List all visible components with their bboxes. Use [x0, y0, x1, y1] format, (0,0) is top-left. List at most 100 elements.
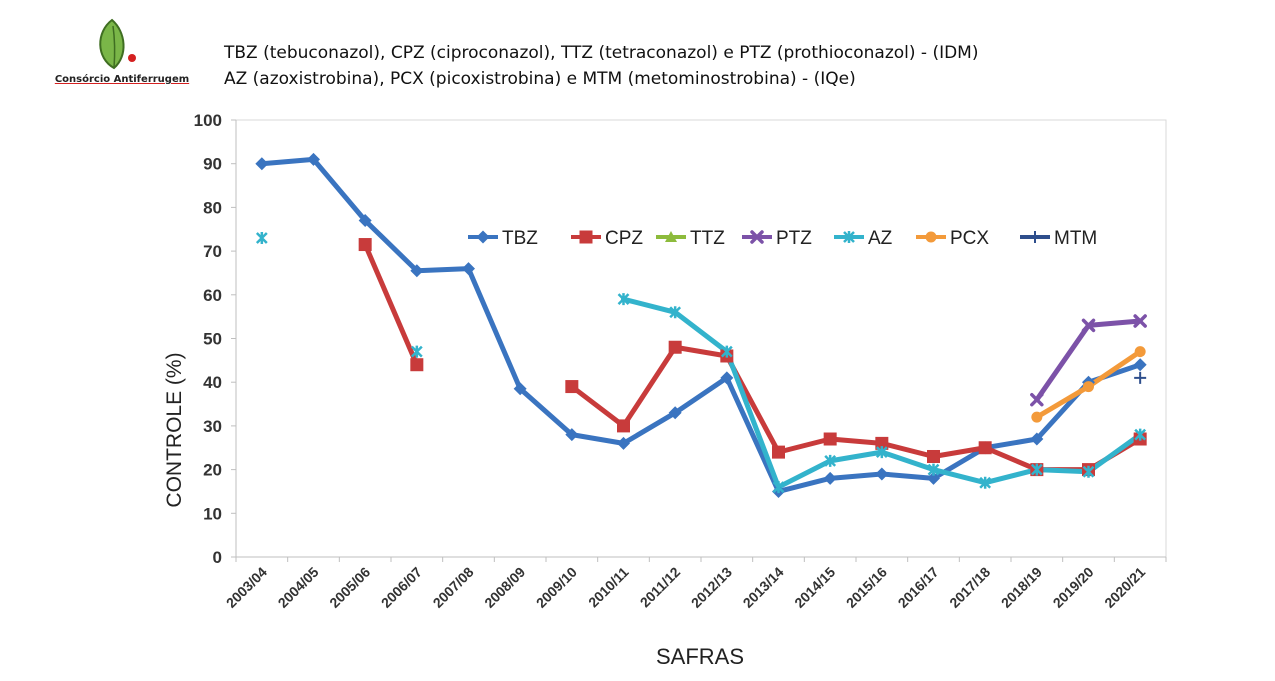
chart-title: TBZ (tebuconazol), CPZ (ciproconazol), T… [224, 40, 978, 92]
data-point-tbz [875, 467, 889, 481]
data-point-az [1030, 463, 1043, 476]
data-point-tbz [410, 264, 424, 278]
data-point-pcx [1031, 411, 1043, 423]
legend-label-az: AZ [868, 228, 893, 249]
x-tick-label: 2011/12 [637, 564, 684, 611]
data-point-cpz [823, 432, 837, 446]
y-tick-label: 20 [203, 461, 222, 480]
x-tick-label: 2005/06 [326, 564, 373, 611]
data-point-cpz [617, 419, 630, 433]
data-point-az [720, 345, 733, 358]
data-point-cpz [410, 358, 424, 372]
data-point-tbz [307, 152, 320, 166]
legend-label-pcx: PCX [950, 228, 989, 249]
data-point-cpz [978, 441, 992, 455]
y-tick-label: 30 [203, 417, 222, 436]
data-point-tbz [255, 157, 269, 171]
legend-marker-ttz [665, 231, 677, 242]
title-line-1: TBZ (tebuconazol), CPZ (ciproconazol), T… [224, 43, 979, 63]
data-point-az [1082, 465, 1095, 478]
chart-axes: 0 10 20 30 40 50 60 70 80 90 100 2003/04 2004/05 2005… [194, 111, 1167, 611]
data-point-tbz [927, 471, 940, 485]
legend-marker-ptz [750, 230, 764, 244]
data-point-cpz [565, 380, 579, 394]
data-point-az [824, 454, 837, 467]
legend-label-mtm: MTM [1054, 228, 1097, 249]
data-point-tbz [823, 471, 837, 485]
series-line-cpz [362, 242, 420, 368]
x-tick-label: 2014/15 [791, 564, 838, 611]
series-line-tbz [259, 156, 1143, 494]
y-tick-label: 50 [203, 330, 222, 349]
data-point-tbz [668, 406, 682, 420]
data-point-cpz [772, 445, 785, 459]
data-point-tbz [617, 436, 630, 450]
x-tick-label: 2017/18 [946, 564, 993, 611]
x-tick-label: 2007/08 [430, 564, 477, 611]
x-tick-label: 2018/19 [998, 564, 1045, 611]
series-lines [259, 156, 1143, 494]
data-point-tbz [462, 262, 475, 276]
data-point-az [772, 481, 785, 494]
title-line-2: AZ (azoxistrobina), PCX (picoxistrobina)… [224, 69, 856, 89]
legend-marker-mtm [1029, 231, 1041, 243]
data-point-cpz [927, 449, 940, 463]
y-tick-label: 90 [203, 155, 222, 174]
plot-area-border [235, 119, 1167, 558]
y-tick-label: 10 [203, 504, 222, 523]
x-tick-label: 2009/10 [533, 564, 580, 611]
y-tick-label: 40 [203, 373, 222, 392]
legend-marker-pcx [925, 231, 937, 243]
x-tick-label: 2019/20 [1050, 564, 1097, 611]
data-point-ptz [1133, 314, 1147, 328]
data-point-tbz [358, 214, 372, 228]
data-point-cpz [358, 238, 372, 252]
x-tick-label: 2008/09 [481, 564, 528, 611]
x-axis-label: SAFRAS [656, 644, 744, 669]
y-tick-label: 60 [203, 286, 222, 305]
data-point-tbz [565, 428, 579, 442]
data-point-az [927, 463, 940, 476]
legend-marker-tbz [476, 230, 490, 244]
y-tick-label: 80 [203, 198, 222, 217]
data-point-az [617, 293, 630, 306]
data-point-az [255, 231, 268, 244]
data-point-az [979, 476, 992, 489]
data-point-tbz [720, 371, 734, 385]
legend-marker-az [843, 231, 855, 243]
legend-label-tbz: TBZ [502, 228, 538, 249]
x-tick-label: 2013/14 [740, 564, 787, 611]
data-point-ptz [1081, 318, 1096, 333]
x-tick-label: 2016/17 [895, 564, 942, 611]
legend-label-cpz: CPZ [605, 228, 643, 249]
data-point-cpz [668, 340, 682, 354]
series-markers [255, 152, 1147, 498]
x-tick-label: 2010/11 [585, 564, 632, 611]
x-tick-label: 2004/05 [275, 564, 322, 611]
data-point-tbz [1133, 358, 1147, 372]
data-point-pcx [1134, 346, 1146, 358]
y-tick-label: 100 [194, 111, 222, 130]
y-tick-label: 70 [203, 242, 222, 261]
x-tick-label: 2006/07 [378, 564, 425, 611]
data-point-mtm [1134, 371, 1147, 384]
data-point-az [669, 306, 682, 319]
data-point-pcx [1083, 381, 1094, 393]
logo-text: Consórcio Antiferrugem [54, 74, 190, 85]
legend-label-ptz: PTZ [776, 228, 812, 249]
data-point-az [410, 345, 423, 358]
leaf-logo-icon [99, 18, 136, 70]
data-point-tbz [513, 382, 527, 396]
data-point-tbz [1030, 432, 1044, 446]
x-tick-label: 2020/21 [1101, 564, 1148, 611]
data-point-ptz [1030, 392, 1044, 407]
y-tick-label: 0 [213, 548, 222, 567]
x-tick-label: 2015/16 [843, 564, 890, 611]
x-tick-label: 2003/04 [223, 564, 270, 611]
data-point-az [1134, 428, 1147, 441]
data-point-cpz [875, 436, 889, 450]
legend-marker-cpz [579, 230, 593, 244]
chart-legend: TBZ CPZ TTZ PTZ AZ PCX MTM [468, 228, 1097, 249]
legend-label-ttz: TTZ [690, 228, 725, 249]
